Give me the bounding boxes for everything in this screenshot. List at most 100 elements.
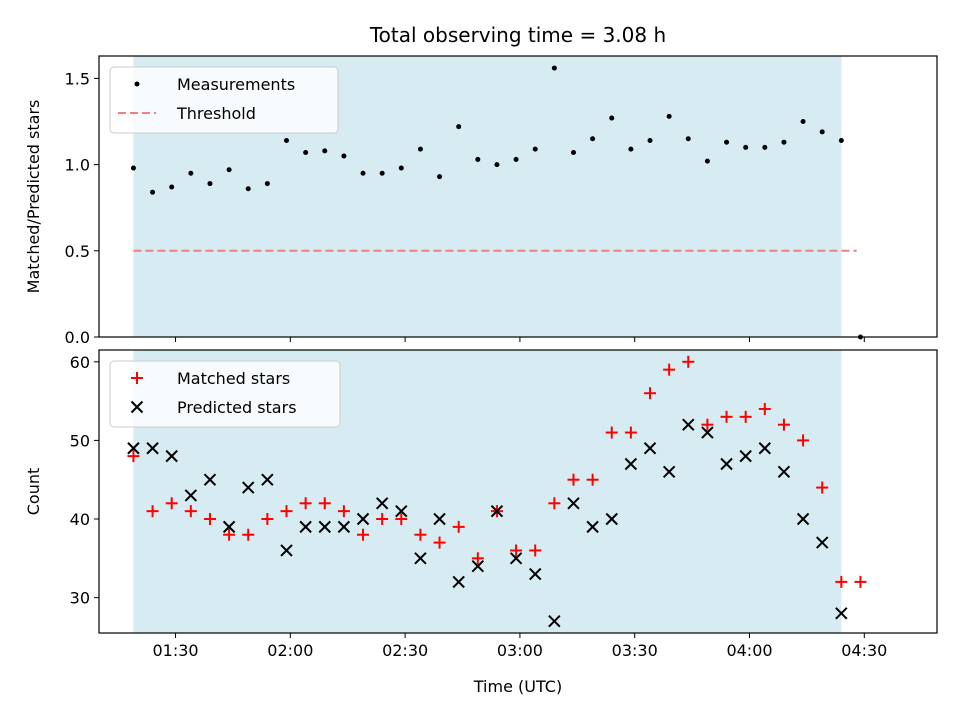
measurement-point — [513, 156, 519, 162]
matched-star-point — [337, 505, 350, 518]
measurement-point — [551, 65, 557, 71]
measurement-point — [150, 189, 156, 195]
matched-star-point — [318, 497, 331, 510]
predicted-star-point — [758, 442, 772, 455]
measurement-point — [226, 167, 232, 173]
matched-star-point — [529, 544, 542, 557]
measurement-point — [169, 184, 175, 190]
measurement-point — [685, 136, 691, 142]
legend: Matched stars Predicted stars — [109, 360, 341, 428]
measurement-point — [819, 129, 825, 135]
y-tick-label: 0.5 — [65, 242, 90, 261]
legend-label: Measurements — [177, 75, 295, 94]
y-tick-label: 1.5 — [65, 69, 90, 88]
matched-star-point — [510, 544, 523, 557]
matched-star-point — [624, 426, 637, 439]
measurement-point — [724, 139, 730, 145]
matched-star-point — [357, 528, 370, 541]
x-tick-label: 04:00 — [726, 641, 772, 660]
predicted-star-point — [815, 536, 829, 549]
matched-star-point — [452, 520, 465, 533]
bottom-panel: 30 40 50 60 01:30 02:00 02:30 03:00 03:30 04:00 04… — [24, 349, 938, 696]
measurement-point — [322, 148, 328, 154]
matched-star-point — [720, 410, 733, 423]
axes-frame — [98, 55, 938, 338]
predicted-star-point — [433, 512, 446, 526]
predicted-star-point — [222, 520, 236, 534]
predicted-star-point — [280, 544, 293, 557]
matched-star-point — [739, 410, 752, 423]
predicted-star-point — [452, 575, 465, 589]
matched-star-point — [663, 363, 676, 376]
legend-box — [109, 360, 341, 428]
x-axis-label: Time (UTC) — [473, 677, 562, 696]
predicted-star-point — [203, 473, 217, 486]
measurement-point — [609, 115, 615, 121]
measurement-point — [417, 146, 423, 152]
measurement-point — [704, 158, 710, 164]
predicted-star-point — [567, 497, 580, 510]
measurement-point — [360, 170, 366, 176]
predicted-star-point — [548, 615, 561, 628]
y-tick-label: 0.0 — [65, 328, 90, 347]
measurement-point — [245, 186, 251, 192]
matched-star-point — [395, 513, 408, 526]
predicted-star-point — [835, 607, 848, 620]
measurement-point — [743, 144, 749, 150]
x-tick-label: 02:00 — [267, 641, 313, 660]
measurement-point — [130, 165, 136, 171]
measurement-point — [188, 170, 194, 176]
legend: Measurements Threshold — [109, 66, 339, 134]
predicted-star-point — [586, 520, 599, 534]
matched-star-point — [586, 473, 599, 486]
matched-star-point — [203, 513, 216, 526]
legend-marker-measurements — [134, 81, 140, 87]
y-tick-label: 40 — [70, 510, 90, 529]
predicted-star-point — [682, 418, 695, 431]
matched-star-point — [605, 426, 618, 439]
legend-marker-matched — [131, 372, 143, 384]
matched-star-point — [701, 418, 714, 431]
predicted-star-point — [739, 449, 752, 463]
matched-star-point — [165, 497, 178, 510]
matched-star-point — [777, 418, 790, 431]
predicted-star-point — [395, 504, 408, 518]
predicted-star-point — [529, 567, 542, 581]
matched-star-point — [414, 528, 427, 541]
predicted-star-point — [605, 512, 618, 526]
matched-star-point — [376, 513, 389, 526]
predicted-star-point — [701, 426, 714, 439]
matched-star-point — [146, 505, 159, 518]
matched-star-point — [127, 450, 140, 463]
predicted-star-point — [414, 552, 427, 565]
measurement-point — [666, 113, 672, 119]
y-tick-label: 1.0 — [65, 156, 90, 175]
x-tick-label: 03:30 — [612, 641, 658, 660]
measurement-point — [379, 170, 385, 176]
predicted-star-point — [356, 512, 370, 526]
y-tick-label: 60 — [70, 353, 90, 372]
legend-label: Threshold — [176, 104, 256, 123]
measurement-point — [762, 144, 768, 150]
predicted-star-point — [146, 442, 159, 455]
measurement-point — [398, 165, 404, 171]
y-tick-label: 50 — [70, 431, 90, 450]
measurement-point — [532, 146, 538, 152]
predicted-star-point — [796, 512, 810, 526]
predicted-star-point — [337, 520, 351, 534]
x-tick-label: 02:30 — [382, 641, 428, 660]
measurement-point — [456, 124, 462, 130]
legend-label: Predicted stars — [177, 398, 297, 417]
matched-star-point — [184, 505, 197, 518]
legend-label: Matched stars — [177, 369, 290, 388]
predicted-star-point — [624, 457, 638, 471]
chart-title: Total observing time = 3.08 h — [369, 23, 666, 47]
predicted-star-point — [375, 497, 389, 510]
matched-star-point — [758, 402, 771, 415]
measurement-point — [781, 139, 787, 145]
legend-box — [109, 66, 339, 134]
matched-star-point — [280, 505, 293, 518]
matched-star-point — [242, 528, 255, 541]
measurement-point — [341, 153, 347, 159]
